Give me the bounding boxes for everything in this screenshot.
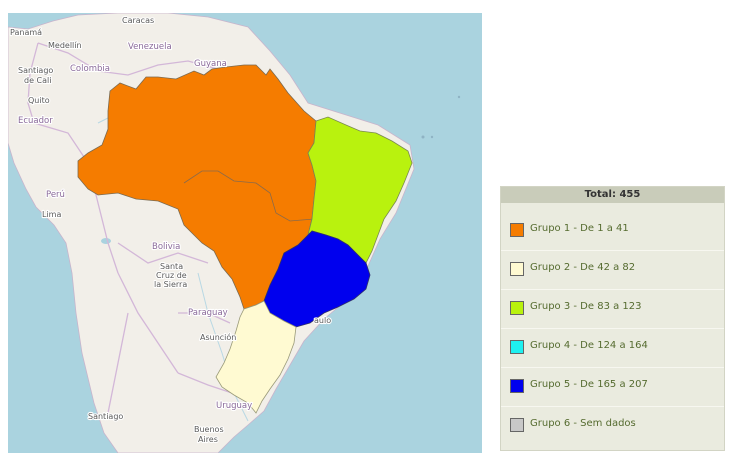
label-peru: Perú [46,190,65,200]
island-1 [421,135,425,139]
label-venezuela: Venezuela [128,42,172,52]
island-3 [457,95,461,99]
legend-title: Total: 455 [501,187,724,203]
legend-label: Grupo 3 - De 83 a 123 [530,301,642,312]
label-uruguay: Uruguay [216,401,252,411]
legend-item-grupo-5[interactable]: Grupo 5 - De 165 a 207 [501,367,724,407]
legend-swatch [510,301,524,315]
legend-swatch [510,418,524,432]
legend-label: Grupo 1 - De 1 a 41 [530,223,629,234]
label-bolivia: Bolivia [152,242,180,252]
label-santa-cruz-1: Santa [160,262,183,271]
region-sul[interactable] [215,300,297,414]
label-paraguay: Paraguay [188,308,228,318]
label-guyana: Guyana [194,59,227,69]
legend-item-grupo-2[interactable]: Grupo 2 - De 42 a 82 [501,250,724,290]
legend-item-grupo-1[interactable]: Grupo 1 - De 1 a 41 [501,211,724,251]
label-lima: Lima [42,210,61,219]
legend-item-grupo-4[interactable]: Grupo 4 - De 124 a 164 [501,328,724,368]
label-santa-cruz-3: la Sierra [154,280,187,289]
legend-swatch [510,223,524,237]
legend-label: Grupo 2 - De 42 a 82 [530,262,636,273]
label-sao-paulo: aulo [314,316,331,325]
legend-swatch [510,379,524,393]
label-panama: Panamá [10,28,42,37]
label-santiago-de-cali-2: de Cali [24,76,51,85]
map-view[interactable]: Panamá Caracas Medellín Venezuela Guyana… [8,13,482,453]
label-asuncion: Asunción [200,332,236,342]
legend-swatch [510,262,524,276]
legend-label: Grupo 6 - Sem dados [530,418,636,429]
label-santa-cruz-2: Cruz de [156,271,187,280]
island-2 [430,135,434,139]
label-caracas: Caracas [122,16,154,25]
label-santiago: Santiago [88,412,123,421]
legend-item-grupo-6[interactable]: Grupo 6 - Sem dados [501,406,724,445]
label-quito: Quito [28,96,50,105]
legend-label: Grupo 5 - De 165 a 207 [530,379,648,390]
region-sudeste[interactable] [263,230,371,328]
label-buenos-aires-1: Buenos [194,425,224,434]
label-medellin: Medellín [48,41,82,50]
label-santiago-de-cali-1: Santiago [18,66,53,75]
label-buenos-aires-2: Aires [198,435,218,444]
lake-titicaca [101,238,111,244]
label-ecuador: Ecuador [18,116,53,126]
legend-item-grupo-3[interactable]: Grupo 3 - De 83 a 123 [501,289,724,329]
region-norte-inner-border [183,170,315,222]
legend-swatch [510,340,524,354]
label-colombia: Colombia [70,64,110,74]
legend-label: Grupo 4 - De 124 a 164 [530,340,648,351]
map-legend: Total: 455 Grupo 1 - De 1 a 41 Grupo 2 -… [500,186,725,451]
